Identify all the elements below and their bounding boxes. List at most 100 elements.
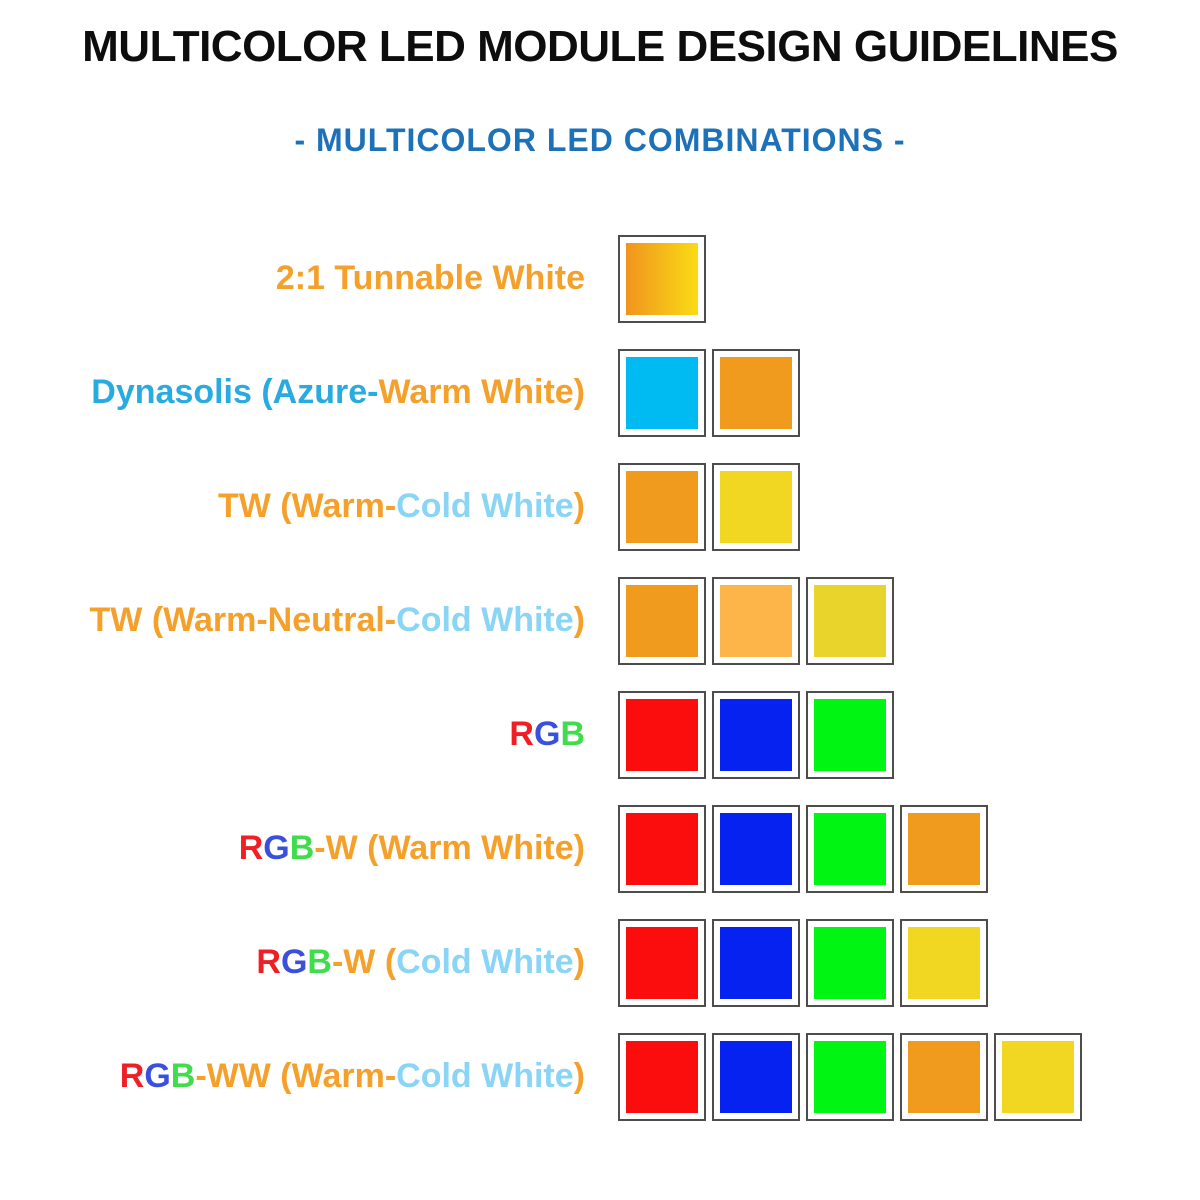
row-label-rgb-w-cold: RGB-W (Cold White) [0,944,585,981]
swatch-blue-fill [720,1041,792,1113]
label-segment: Cold White [396,601,574,640]
swatch-warm-white-fill [908,1041,980,1113]
swatch-red-fill [626,699,698,771]
swatch-warm-white-fill [908,813,980,885]
combination-row-rgb: RGB [0,691,1200,779]
row-label-dynasolis: Dynasolis (Azure-Warm White) [0,374,585,411]
label-segment: G [280,943,308,982]
label-segment: Cold White [396,1057,574,1096]
label-segment: R [238,829,264,868]
swatch-red [618,919,706,1007]
swatch-cold-white [994,1033,1082,1121]
swatch-warm-white [900,805,988,893]
combination-row-rgb-ww-warm-cold: RGB-WW (Warm-Cold White) [0,1033,1200,1121]
swatch-green-fill [814,813,886,885]
swatch-red [618,1033,706,1121]
label-segment: G [533,715,561,754]
swatch-strip-tw-warm-neutral-cold [618,577,894,665]
label-segment: ) [573,487,585,526]
label-segment: ) [573,1057,585,1096]
swatch-warm-white-fill [720,357,792,429]
swatch-neutral-white [712,577,800,665]
swatch-blue [712,691,800,779]
swatch-strip-rgb-ww-warm-cold [618,1033,1082,1121]
swatch-strip-rgb-w-warm [618,805,988,893]
combination-row-tw-warm-neutral-cold: TW (Warm-Neutral-Cold White) [0,577,1200,665]
swatch-red [618,691,706,779]
label-segment: R [509,715,534,754]
swatch-cold-white [806,577,894,665]
swatch-strip-rgb-w-cold [618,919,988,1007]
swatch-tunable-gradient-fill [626,243,698,315]
combination-row-rgb-w-cold: RGB-W (Cold White) [0,919,1200,1007]
label-segment: G [144,1057,171,1096]
swatch-red-fill [626,927,698,999]
label-segment: TW (Warm- [217,487,397,526]
combination-row-tw-warm-cold: TW (Warm-Cold White) [0,463,1200,551]
row-label-rgb-w-warm: RGB-W (Warm White) [0,830,585,867]
swatch-green-fill [814,699,886,771]
swatch-neutral-white-fill [720,585,792,657]
label-segment: Cold White [396,943,574,982]
section-subtitle: - MULTICOLOR LED COMBINATIONS - [294,122,906,158]
swatch-azure [618,349,706,437]
swatch-green [806,1033,894,1121]
swatch-red-fill [626,813,698,885]
label-segment: B [170,1057,196,1096]
label-segment: -W (Warm White) [314,829,585,868]
combination-row-dynasolis: Dynasolis (Azure-Warm White) [0,349,1200,437]
label-segment: -WW (Warm- [195,1057,397,1096]
swatch-warm-white-fill [626,471,698,543]
label-segment: R [256,943,281,982]
swatch-cold-white [712,463,800,551]
swatch-warm-white [712,349,800,437]
swatch-blue-fill [720,699,792,771]
swatch-blue [712,919,800,1007]
label-segment: ) [573,601,585,640]
combination-row-tunable-white-2-1: 2:1 Tunnable White [0,235,1200,323]
swatch-cold-white-fill [720,471,792,543]
swatch-blue [712,805,800,893]
label-segment: B [560,715,585,754]
swatch-strip-tw-warm-cold [618,463,800,551]
label-segment: Warm White) [378,373,585,412]
row-label-tw-warm-neutral-cold: TW (Warm-Neutral-Cold White) [0,602,585,639]
swatch-warm-white [618,577,706,665]
swatch-cold-white [900,919,988,1007]
swatch-strip-tunable-white-2-1 [618,235,706,323]
swatch-strip-rgb [618,691,894,779]
page-title: MULTICOLOR LED MODULE DESIGN GUIDELINES [82,22,1118,71]
swatch-green [806,919,894,1007]
row-label-rgb: RGB [0,716,585,753]
label-segment: R [119,1057,145,1096]
swatch-warm-white-fill [626,585,698,657]
row-label-tw-warm-cold: TW (Warm-Cold White) [0,488,585,525]
label-segment: Cold White [396,487,574,526]
swatch-tunable-gradient [618,235,706,323]
swatch-cold-white-fill [908,927,980,999]
swatch-blue-fill [720,813,792,885]
swatch-warm-white [618,463,706,551]
swatch-azure-fill [626,357,698,429]
swatch-blue [712,1033,800,1121]
swatch-green-fill [814,927,886,999]
label-segment: G [263,829,290,868]
label-segment: TW (Warm-Neutral- [89,601,397,640]
label-segment: -W ( [331,943,397,982]
combination-row-rgb-w-warm: RGB-W (Warm White) [0,805,1200,893]
swatch-red [618,805,706,893]
swatch-cold-white-fill [1002,1041,1074,1113]
swatch-strip-dynasolis [618,349,800,437]
row-label-tunable-white-2-1: 2:1 Tunnable White [0,260,585,297]
swatch-green [806,691,894,779]
label-segment: 2:1 Tunnable White [275,259,585,298]
swatch-cold-white-fill [814,585,886,657]
label-segment: B [307,943,332,982]
swatch-green-fill [814,1041,886,1113]
label-segment: Dynasolis (Azure- [91,373,379,412]
swatch-red-fill [626,1041,698,1113]
swatch-green [806,805,894,893]
swatch-blue-fill [720,927,792,999]
row-label-rgb-ww-warm-cold: RGB-WW (Warm-Cold White) [0,1058,585,1095]
